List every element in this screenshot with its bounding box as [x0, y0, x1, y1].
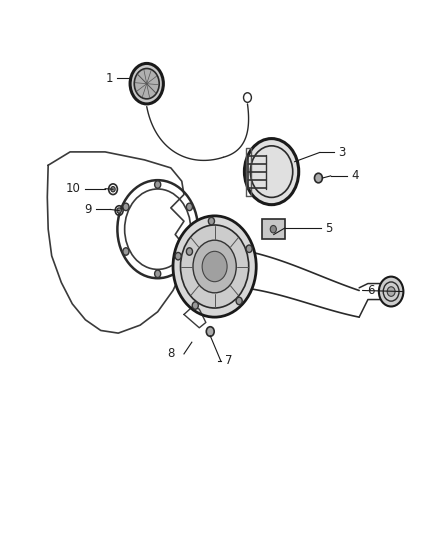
Text: 3: 3 [338, 146, 346, 159]
Text: 9: 9 [85, 203, 92, 216]
Text: 7: 7 [225, 354, 233, 367]
Circle shape [155, 270, 161, 278]
Circle shape [208, 217, 215, 225]
Circle shape [314, 173, 322, 183]
Circle shape [206, 327, 214, 336]
Circle shape [155, 181, 161, 188]
Text: 8: 8 [167, 348, 174, 360]
Circle shape [123, 248, 129, 255]
Text: 5: 5 [325, 222, 332, 235]
Circle shape [187, 248, 193, 255]
Circle shape [173, 216, 256, 317]
FancyBboxPatch shape [262, 219, 285, 239]
Circle shape [270, 225, 276, 233]
Text: 1: 1 [106, 72, 113, 85]
Circle shape [130, 63, 163, 104]
Circle shape [387, 287, 395, 296]
Circle shape [117, 208, 121, 213]
Text: 10: 10 [65, 182, 80, 195]
Circle shape [202, 252, 227, 281]
Circle shape [244, 139, 299, 205]
Circle shape [134, 69, 159, 99]
Circle shape [193, 240, 236, 293]
Circle shape [187, 203, 193, 211]
Text: 4: 4 [351, 169, 359, 182]
Circle shape [180, 225, 249, 308]
Circle shape [246, 245, 252, 253]
Text: 6: 6 [367, 284, 374, 297]
Circle shape [111, 187, 115, 192]
Circle shape [379, 277, 403, 306]
Circle shape [236, 297, 242, 305]
Circle shape [175, 253, 181, 260]
Circle shape [192, 302, 198, 309]
Circle shape [123, 203, 129, 211]
